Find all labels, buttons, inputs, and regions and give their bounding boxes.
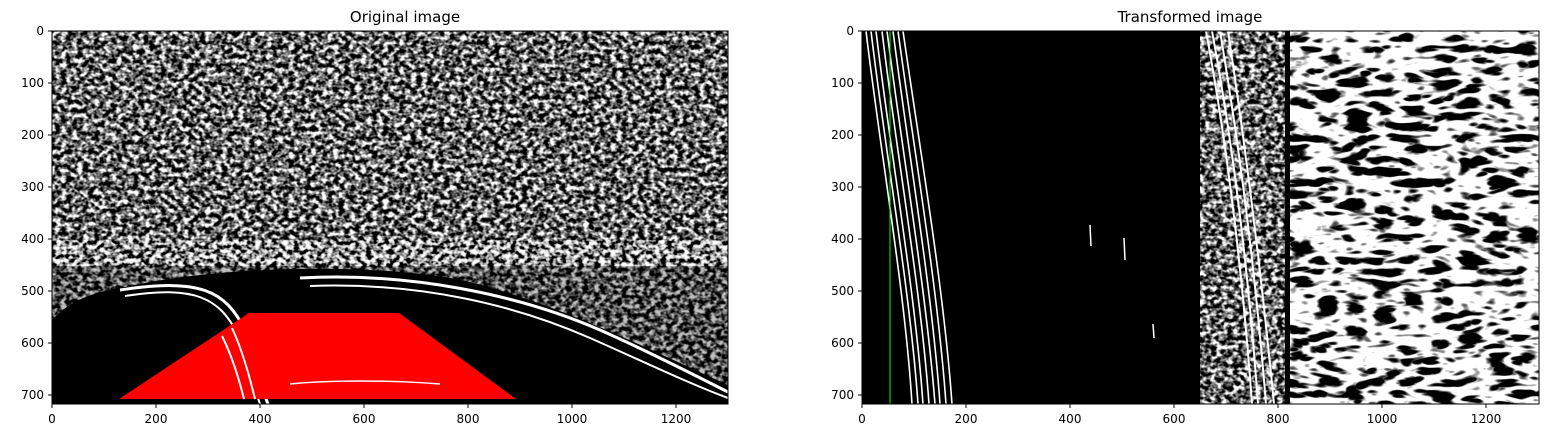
left-y-tick: 100 (21, 76, 44, 90)
right-y-tick: 200 (831, 128, 854, 142)
red-overlay-region (119, 313, 516, 399)
left-x-tick: 600 (353, 412, 376, 426)
left-x-tick: 0 (48, 412, 56, 426)
left-axes-frame (51, 30, 729, 405)
right-y-axis: 0 100 200 300 400 500 600 700 (831, 24, 862, 402)
right-x-axis: 0 200 400 600 800 1000 1200 (858, 404, 1501, 426)
left-y-tick: 0 (36, 24, 44, 38)
right-x-tick: 0 (858, 412, 866, 426)
left-x-tick: 1200 (661, 412, 692, 426)
left-x-axis: 0 200 400 600 800 1000 1200 (48, 404, 691, 426)
right-y-tick: 400 (831, 232, 854, 246)
left-x-tick: 200 (145, 412, 168, 426)
left-y-tick: 600 (21, 336, 44, 350)
right-panel-title: Transformed image (1117, 8, 1263, 26)
left-image (52, 31, 728, 404)
left-x-tick: 400 (249, 412, 272, 426)
right-axes-frame (861, 30, 1540, 405)
right-y-tick: 300 (831, 180, 854, 194)
right-y-tick: 100 (831, 76, 854, 90)
left-y-tick: 700 (21, 388, 44, 402)
left-x-tick: 800 (457, 412, 480, 426)
right-y-tick: 0 (846, 24, 854, 38)
right-x-tick: 800 (1267, 412, 1290, 426)
right-y-tick: 700 (831, 388, 854, 402)
left-y-tick: 300 (21, 180, 44, 194)
left-x-tick: 1000 (557, 412, 588, 426)
right-y-tick: 600 (831, 336, 854, 350)
right-x-tick: 600 (1163, 412, 1186, 426)
left-panel-title: Original image (349, 8, 461, 26)
right-x-tick: 1200 (1471, 412, 1502, 426)
right-x-tick: 400 (1059, 412, 1082, 426)
left-y-tick: 500 (21, 284, 44, 298)
left-y-tick: 400 (21, 232, 44, 246)
right-x-tick: 200 (955, 412, 978, 426)
right-image (862, 31, 1539, 404)
right-x-tick: 1000 (1367, 412, 1398, 426)
left-y-tick: 200 (21, 128, 44, 142)
right-y-tick: 500 (831, 284, 854, 298)
left-y-axis: 0 100 200 300 400 500 600 700 (21, 24, 52, 402)
